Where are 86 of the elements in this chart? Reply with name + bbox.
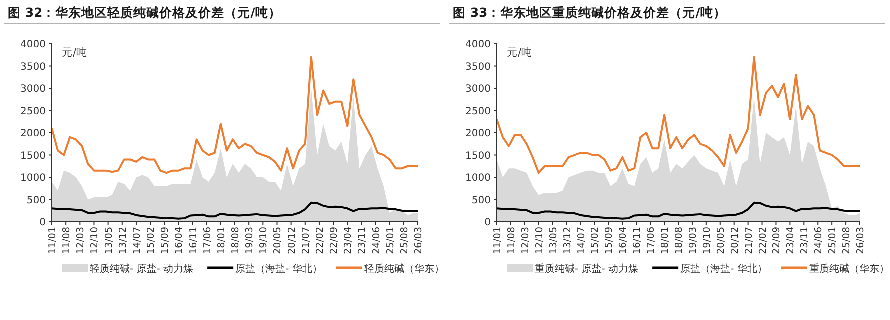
x-tick-label: 12/10 xyxy=(534,227,546,254)
y-tick-label: 1000 xyxy=(466,173,491,184)
x-tick-label: 23/04 xyxy=(343,227,354,254)
x-tick-label: 24/06 xyxy=(814,227,825,254)
legend-label: 轻质纯碱- 原盐- 动力煤 xyxy=(90,263,194,275)
y-tick-label: 4000 xyxy=(20,40,46,50)
y-axis-title: 元/吨 xyxy=(507,46,533,59)
x-tick-label: 13/12 xyxy=(562,227,574,254)
x-tick-label: 26/03 xyxy=(414,227,424,254)
x-tick-label: 17/06 xyxy=(646,227,658,254)
y-tick-label: 2500 xyxy=(466,106,491,118)
x-tick-label: 16/04 xyxy=(174,227,186,254)
x-tick-label: 23/11 xyxy=(800,227,811,254)
x-tick-label: 25/08 xyxy=(399,227,410,254)
x-tick-label: 12/03 xyxy=(76,227,87,254)
y-tick-label: 1500 xyxy=(20,150,46,162)
x-tick-label: 15/09 xyxy=(604,227,616,254)
x-tick-label: 21/07 xyxy=(300,227,312,254)
x-tick-label: 20/12 xyxy=(730,227,741,254)
x-tick-label: 18/08 xyxy=(674,227,685,254)
y-tick-label: 500 xyxy=(472,195,491,206)
y-tick-label: 1000 xyxy=(20,173,46,184)
x-tick-label: 20/05 xyxy=(716,227,727,254)
x-tick-label: 15/02 xyxy=(146,227,158,254)
y-tick-label: 2500 xyxy=(20,106,46,118)
x-tick-label: 25/08 xyxy=(842,227,853,254)
x-tick-label: 26/03 xyxy=(856,227,866,254)
x-tick-label: 22/09 xyxy=(329,227,340,254)
chart-title: 图 33：华东地区重质纯碱价格及价差（元/吨） xyxy=(453,5,726,20)
x-tick-label: 11/01 xyxy=(48,227,58,254)
y-tick-label: 0 xyxy=(484,218,491,228)
x-tick-label: 19/10 xyxy=(258,227,270,254)
x-tick-label: 25/01 xyxy=(828,227,839,254)
x-tick-label: 19/10 xyxy=(702,227,713,254)
x-tick-label: 19/03 xyxy=(688,227,699,254)
y-tick-label: 1500 xyxy=(466,150,491,162)
y-axis-title: 元/吨 xyxy=(62,46,88,59)
x-tick-label: 11/08 xyxy=(506,227,518,254)
x-tick-label: 12/10 xyxy=(90,227,101,254)
y-tick-label: 4000 xyxy=(466,40,491,50)
legend-label: 重质纯碱（华东） xyxy=(809,263,890,275)
x-tick-label: 16/11 xyxy=(188,227,200,254)
x-tick-label: 15/09 xyxy=(160,227,172,254)
x-tick-label: 17/06 xyxy=(202,227,214,254)
x-tick-label: 22/02 xyxy=(758,227,769,254)
y-tick-label: 3000 xyxy=(20,84,46,95)
x-tick-label: 13/12 xyxy=(118,227,129,254)
x-tick-label: 18/01 xyxy=(216,227,228,254)
line-series xyxy=(496,202,861,220)
y-tick-label: 2000 xyxy=(466,128,491,140)
y-tick-label: 500 xyxy=(26,195,46,206)
y-tick-label: 3000 xyxy=(466,84,491,95)
legend-label: 原盐（海盐- 华北） xyxy=(236,263,322,275)
x-tick-label: 24/06 xyxy=(371,227,382,254)
y-tick-label: 3500 xyxy=(466,62,491,73)
x-tick-label: 23/11 xyxy=(357,227,368,254)
x-tick-label: 11/08 xyxy=(62,227,73,254)
x-tick-label: 20/12 xyxy=(286,227,298,254)
x-tick-label: 11/01 xyxy=(492,227,504,254)
x-tick-label: 22/02 xyxy=(314,227,326,254)
x-tick-label: 22/09 xyxy=(772,227,783,254)
x-tick-label: 16/04 xyxy=(618,227,630,254)
legend-label: 原盐（海盐- 华北） xyxy=(680,263,768,275)
x-tick-label: 19/03 xyxy=(244,227,256,254)
x-tick-label: 13/05 xyxy=(548,227,560,254)
line-series xyxy=(496,56,861,174)
line-series xyxy=(51,56,419,174)
x-tick-label: 25/01 xyxy=(385,227,396,254)
x-tick-label: 23/04 xyxy=(786,227,797,254)
x-tick-label: 12/03 xyxy=(520,227,532,254)
line-series xyxy=(51,202,419,220)
y-tick-label: 3500 xyxy=(20,62,46,73)
x-tick-label: 14/07 xyxy=(132,227,143,254)
x-tick-label: 15/02 xyxy=(590,227,602,254)
y-tick-label: 2000 xyxy=(20,128,46,140)
legend-label: 轻质纯碱（华东） xyxy=(364,263,444,275)
x-tick-label: 18/08 xyxy=(230,227,242,254)
x-tick-label: 20/05 xyxy=(272,227,284,254)
x-tick-label: 21/07 xyxy=(744,227,755,254)
x-tick-label: 16/11 xyxy=(632,227,644,254)
legend-label: 重质纯碱- 原盐- 动力煤 xyxy=(535,263,639,275)
x-tick-label: 13/05 xyxy=(104,227,115,254)
y-tick-label: 0 xyxy=(40,218,46,228)
chart-title: 图 32：华东地区轻质纯碱价格及价差（元/吨） xyxy=(8,5,282,20)
x-tick-label: 14/07 xyxy=(576,227,588,254)
x-tick-label: 18/01 xyxy=(660,227,672,254)
